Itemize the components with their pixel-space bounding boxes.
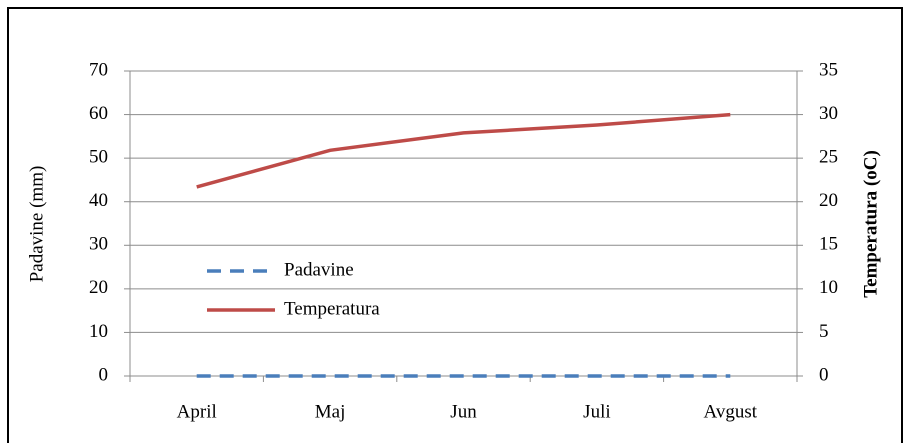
y-tick-label: 60	[89, 103, 108, 124]
y2-tick-label: 30	[819, 103, 838, 124]
x-tick-label: Juli	[583, 401, 610, 422]
x-tick-label: Avgust	[704, 401, 758, 422]
y-tick-label: 30	[89, 234, 108, 255]
x-tick-label: Maj	[315, 401, 346, 422]
x-tick-label: Jun	[450, 401, 477, 422]
y2-tick-label: 25	[819, 147, 838, 168]
y-tick-label: 20	[89, 277, 108, 298]
y2-tick-label: 20	[819, 190, 838, 211]
y2-tick-label: 10	[819, 277, 838, 298]
legend-label: Padavine	[284, 259, 354, 280]
y2-tick-label: 5	[819, 321, 829, 342]
y-tick-label: 40	[89, 190, 108, 211]
y2-tick-label: 35	[819, 59, 838, 80]
y-tick-label: 10	[89, 321, 108, 342]
y2-axis-label: Temperatura (oC)	[860, 150, 881, 298]
y-axis-label: Padavine (mm)	[26, 166, 47, 283]
y2-tick-label: 15	[819, 234, 838, 255]
frame	[7, 7, 903, 443]
y2-tick-label: 0	[819, 364, 829, 385]
y-tick-label: 70	[89, 59, 108, 80]
y-tick-label: 0	[99, 364, 109, 385]
series-line	[196, 112, 731, 189]
legend-label: Temperatura	[284, 298, 380, 319]
x-tick-label: April	[177, 401, 217, 422]
y-tick-label: 50	[89, 147, 108, 168]
